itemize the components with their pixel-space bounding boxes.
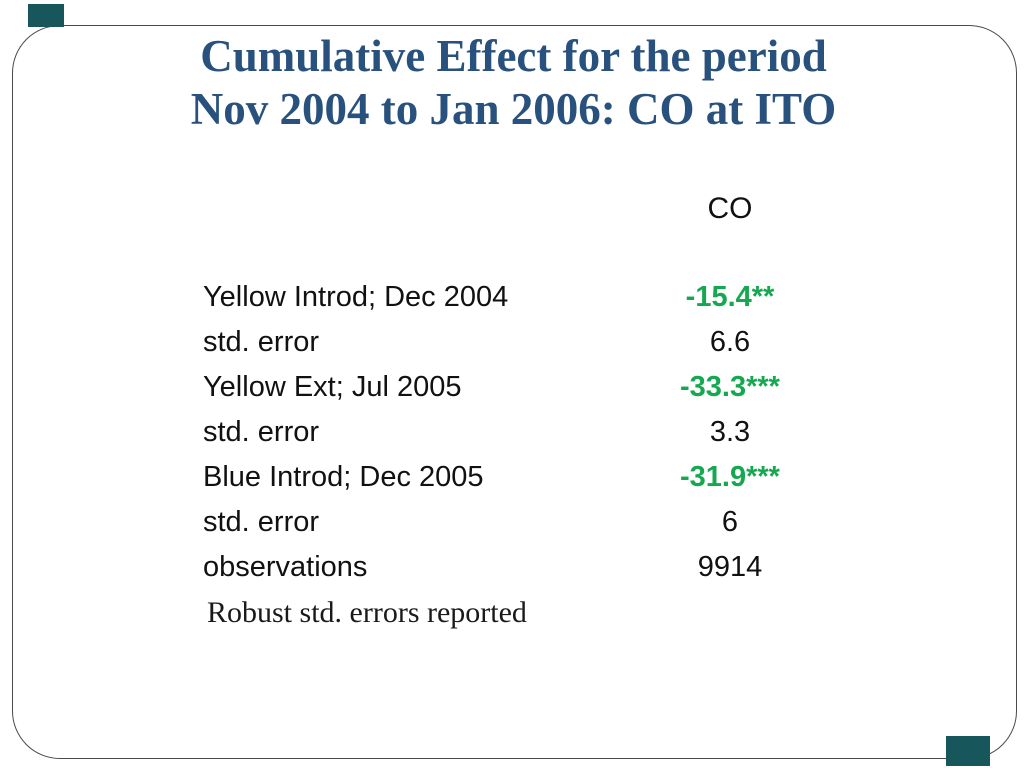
slide-title-line1: Cumulative Effect for the period xyxy=(200,31,827,81)
row-value: 6.6 xyxy=(709,326,751,358)
table-row: std. error 6.6 xyxy=(203,320,870,365)
row-value: -15.4** xyxy=(685,281,775,313)
slide-panel xyxy=(12,25,1017,759)
row-value: 6 xyxy=(721,506,739,538)
table-column-header: CO xyxy=(707,192,753,225)
row-value: -33.3*** xyxy=(680,371,780,403)
table-row: Yellow Ext; Jul 2005 -33.3*** xyxy=(203,365,870,410)
row-label: observations xyxy=(203,551,368,583)
row-label: std. error xyxy=(203,416,320,448)
table-row: std. error 6 xyxy=(203,500,870,545)
table-footnote: Robust std. errors reported xyxy=(207,596,527,629)
slide-title: Cumulative Effect for the period Nov 200… xyxy=(12,30,1015,136)
table-row: Blue Introd; Dec 2005 -31.9*** xyxy=(203,455,870,500)
row-label: Blue Introd; Dec 2005 xyxy=(203,461,484,493)
row-value: 3.3 xyxy=(709,416,751,448)
corner-accent-square-bottom-right xyxy=(946,736,990,766)
row-label: std. error xyxy=(203,506,320,538)
table-row: std. error 3.3 xyxy=(203,410,870,455)
row-value: -31.9*** xyxy=(680,461,780,493)
row-label: Yellow Ext; Jul 2005 xyxy=(203,371,462,403)
row-label: Yellow Introd; Dec 2004 xyxy=(203,281,509,313)
row-label: std. error xyxy=(203,326,320,358)
corner-accent-square-top-left xyxy=(28,4,64,27)
slide-title-line2: Nov 2004 to Jan 2006: CO at ITO xyxy=(190,84,837,134)
table-row: observations 9914 xyxy=(203,545,870,590)
table-row: Yellow Introd; Dec 2004 -15.4** xyxy=(203,275,870,320)
row-value: 9914 xyxy=(697,551,763,583)
results-table: Yellow Introd; Dec 2004 -15.4** std. err… xyxy=(203,275,870,590)
